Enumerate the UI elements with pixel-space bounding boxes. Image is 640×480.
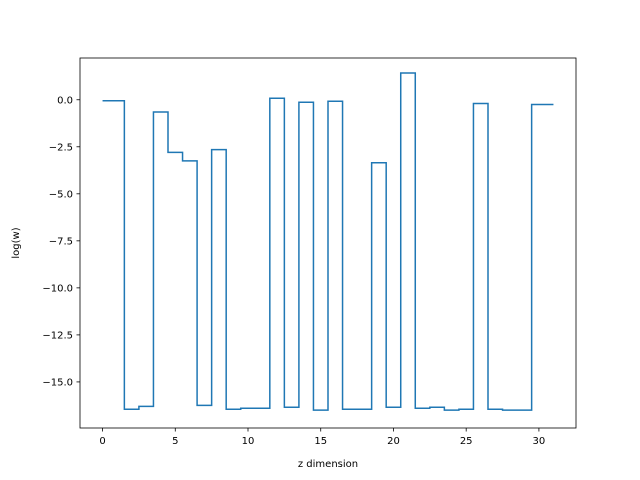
y-tick-label: −2.5 [49,142,73,153]
y-tick-label: 0.0 [57,95,73,106]
y-tick-label: −10.0 [42,283,73,294]
plot-frame [79,57,577,429]
y-tick-label: −7.5 [49,236,73,247]
x-tick-label: 0 [99,436,105,447]
x-tick-label: 10 [242,436,255,447]
x-tick-label: 15 [314,436,327,447]
y-tick-label: −12.5 [42,330,73,341]
x-tick-label: 5 [172,436,178,447]
x-axis-label: z dimension [298,459,358,470]
y-tick-label: −5.0 [49,189,73,200]
y-tick-label: −15.0 [42,377,73,388]
x-tick-label: 30 [533,436,546,447]
y-axis: 0.0 −2.5 −5.0 −7.5 −10.0 −12.5 −15.0 [42,95,80,388]
x-axis: 0 5 10 15 20 25 30 [99,428,545,447]
y-axis-label: log(w) [11,227,22,258]
x-tick-label: 25 [460,436,473,447]
series-line [102,72,554,411]
x-tick-label: 20 [387,436,400,447]
